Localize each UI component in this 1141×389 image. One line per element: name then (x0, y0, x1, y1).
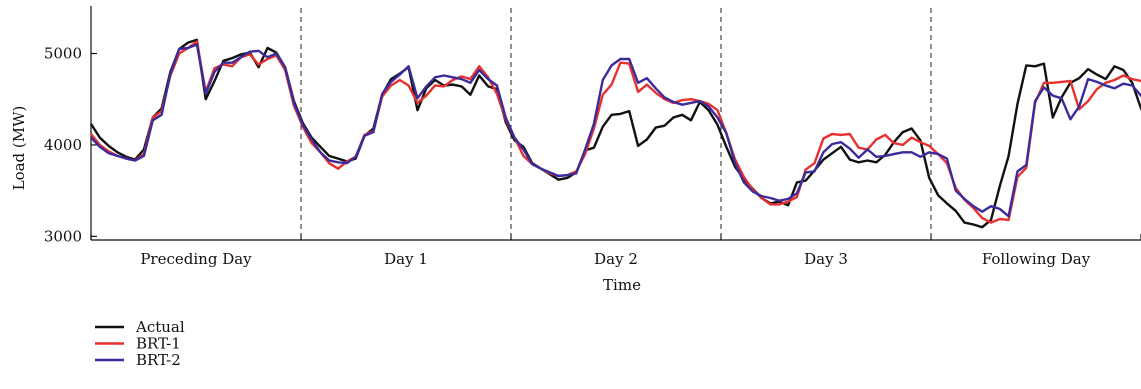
y-tick-label: 3000 (44, 227, 82, 245)
x-tick-label: Preceding Day (140, 250, 252, 268)
x-tick-label: Day 2 (594, 250, 638, 268)
tick-labels: 3000 4000 5000 Preceding Day Day 1 Day 2 Day 3… (44, 45, 1091, 268)
axes (90, 6, 1141, 241)
y-tick-label: 4000 (44, 136, 82, 154)
legend-label: BRT-1 (136, 335, 181, 353)
legend-label: BRT-2 (136, 351, 181, 369)
legend-label: Actual (135, 318, 185, 336)
series-line-brt-2 (90, 43, 1141, 218)
x-tick-label: Day 1 (384, 250, 428, 268)
x-tick-label: Day 3 (804, 250, 848, 268)
day-separators (300, 8, 932, 240)
series-line-actual (89, 38, 1141, 229)
series-lines (89, 38, 1141, 229)
y-axis-title: Load (MW) (10, 106, 28, 191)
x-axis-title: Time (603, 276, 641, 294)
y-tick-label: 5000 (44, 45, 82, 63)
x-tick-label: Following Day (982, 250, 1091, 268)
series-line-brt-1 (90, 40, 1141, 224)
